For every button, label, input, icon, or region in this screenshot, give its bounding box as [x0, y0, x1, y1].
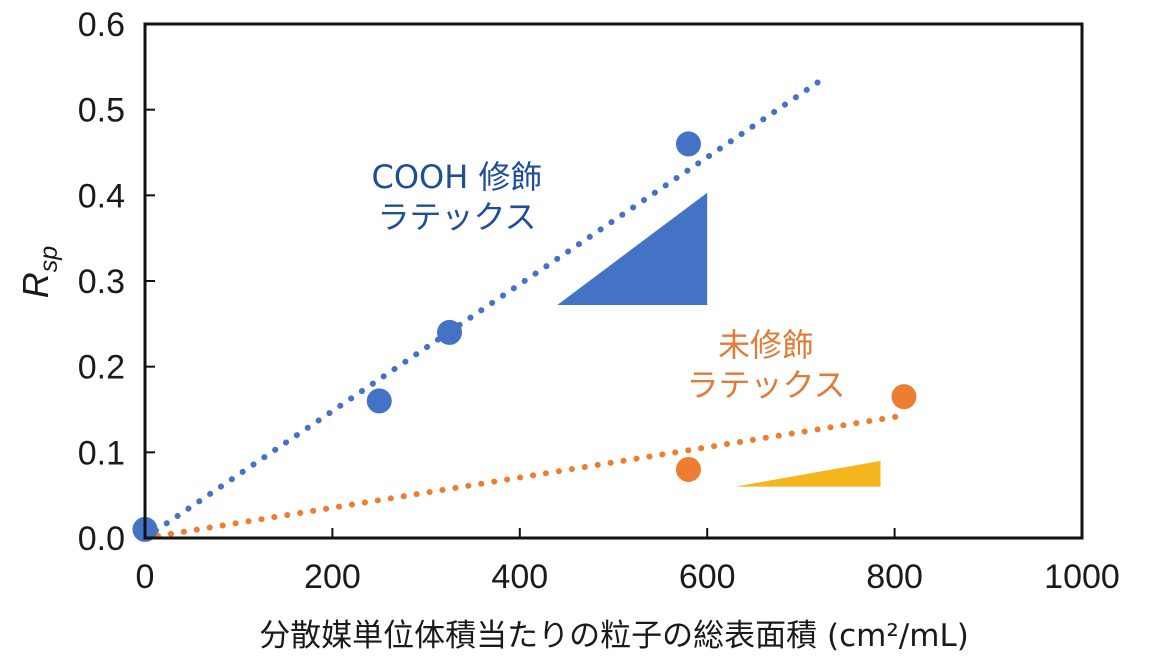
cooh-data-point	[675, 131, 701, 157]
y-tick-label: 0.6	[78, 6, 125, 44]
x-tick-label: 800	[866, 558, 923, 596]
x-axis-title: 分散媒単位体積当たりの粒子の総表面積 (cm²/mL)	[259, 618, 969, 654]
cooh-series-label: COOH 修飾ラテックス	[372, 158, 543, 236]
cooh-data-point	[366, 388, 392, 414]
y-tick-label: 0.3	[78, 263, 125, 301]
x-tick-label: 0	[136, 558, 155, 596]
x-tick-label: 600	[679, 558, 736, 596]
cooh-trendline	[142, 74, 828, 541]
cooh-slope-triangle	[557, 192, 708, 305]
y-axis-ticks: 0.0 0.1 0.2 0.3 0.4 0.5 0.6	[78, 6, 155, 558]
unmodified-trendline	[142, 412, 907, 541]
y-tick-label: 0.1	[78, 434, 125, 472]
y-tick-label: 0.4	[78, 177, 125, 215]
series-label-line: COOH 修飾	[372, 158, 543, 196]
unmodified-slope-triangle	[735, 460, 881, 487]
series-label-line: ラテックス	[377, 198, 536, 236]
slope-triangles	[557, 192, 881, 487]
y-tick-label: 0.2	[78, 349, 125, 387]
x-tick-label: 400	[491, 558, 548, 596]
y-tick-label: 0.5	[78, 92, 125, 130]
unmodified-data-point	[891, 384, 917, 410]
y-axis-title-sub: sp	[35, 246, 63, 273]
y-axis-title: Rsp	[15, 246, 63, 299]
x-tick-label: 200	[304, 558, 361, 596]
y-axis-title-main: R	[15, 272, 56, 298]
unmodified-series-label: 未修飾ラテックス	[686, 326, 845, 404]
series-label-line: ラテックス	[686, 366, 845, 404]
x-axis-ticks: 0 200 400 600 800 1000	[136, 528, 1120, 596]
trendlines	[142, 74, 907, 541]
unmodified-data-point	[675, 456, 701, 482]
y-tick-label: 0.0	[78, 520, 125, 558]
series-label-line: 未修飾	[718, 326, 814, 364]
x-tick-label: 1000	[1044, 558, 1120, 596]
cooh-data-point	[437, 319, 463, 345]
